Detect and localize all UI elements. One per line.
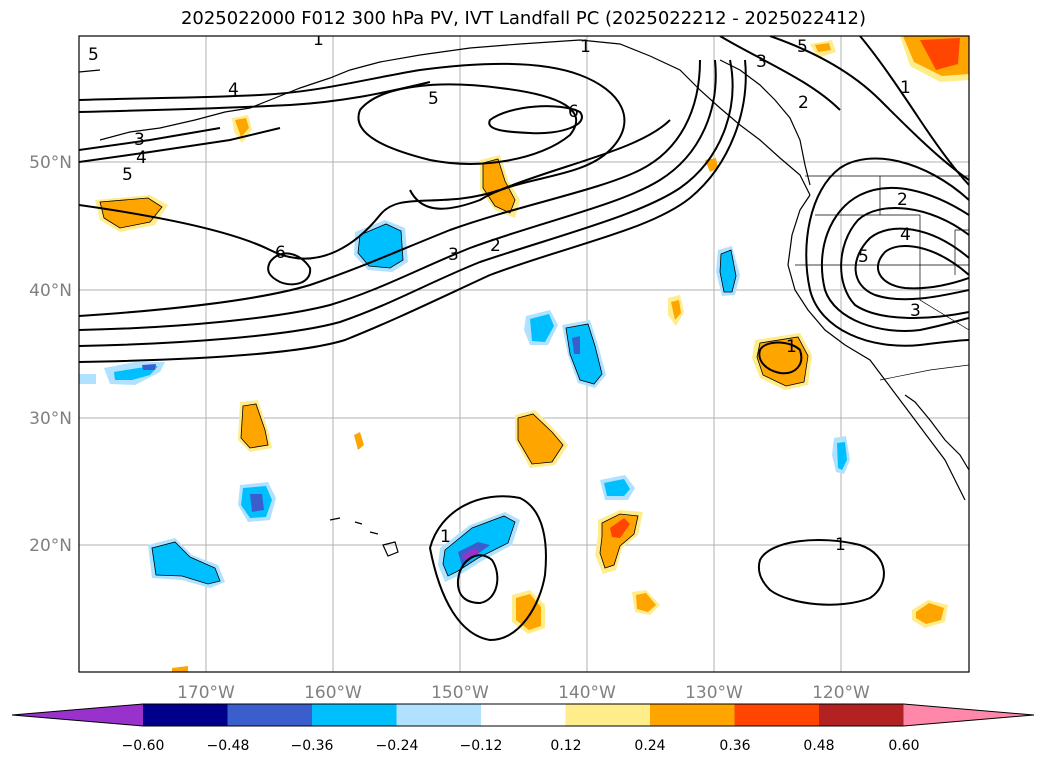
contour-label: 5 (797, 37, 808, 57)
blob-outlines (99, 158, 809, 585)
colorbar-tick-label: 0.36 (719, 738, 750, 754)
coastlines (79, 39, 969, 557)
contour-label: 2 (490, 236, 501, 256)
contour-label: 3 (134, 130, 145, 150)
colorbar-tick-label: −0.60 (122, 738, 165, 754)
negative-anomaly-fills (79, 220, 850, 588)
lon-tick-label: 170°W (177, 683, 235, 703)
colorbar-tick-label: −0.48 (207, 738, 250, 754)
contour-label: 4 (900, 225, 911, 245)
colorbar-tick-label: −0.12 (460, 738, 503, 754)
contour-label: 1 (900, 78, 911, 98)
colorbar (11, 703, 1035, 727)
colorbar-tick-label: 0.60 (888, 738, 919, 754)
colorbar-segment (650, 704, 735, 726)
contour-label: 3 (910, 301, 921, 321)
colorbar-tick-label: 0.48 (803, 738, 834, 754)
lon-tick-label: 130°W (685, 683, 743, 703)
colorbar-segment (227, 704, 313, 726)
contour-label: 3 (756, 52, 767, 72)
colorbar-segment (819, 704, 904, 726)
contour-label: 6 (275, 243, 286, 263)
colorbar-segment (312, 704, 397, 726)
contour-label: 5 (858, 247, 869, 267)
colorbar-outline (11, 703, 1035, 727)
lat-tick-label: 50°N (29, 153, 72, 173)
lat-tick-labels: 50°N 40°N 30°N 20°N (29, 153, 72, 556)
contour-labels: 5 1 1 4 3 4 5 5 6 6 3 2 5 3 2 1 2 4 5 3 … (88, 30, 921, 555)
colorbar-tick-label: −0.24 (376, 738, 419, 754)
map-background (79, 36, 969, 672)
contour-label: 2 (798, 93, 809, 113)
colorbar-tick-labels: −0.60 −0.48 −0.36 −0.24 −0.12 0.12 0.24 … (122, 738, 920, 754)
colorbar-tick-label: 0.24 (634, 738, 665, 754)
contour-label: 5 (88, 45, 99, 65)
contour-label: 4 (136, 148, 147, 168)
contour-label: 5 (122, 165, 133, 185)
colorbar-tick-label: 0.12 (550, 738, 581, 754)
contour-label: 1 (313, 30, 324, 50)
lon-tick-label: 140°W (558, 683, 616, 703)
lat-tick-label: 20°N (29, 536, 72, 556)
map-frame (78, 35, 970, 673)
contour-label: 1 (580, 37, 591, 57)
contour-label: 5 (428, 89, 439, 109)
colorbar-tick-label: −0.36 (291, 738, 334, 754)
lat-tick-label: 40°N (29, 281, 72, 301)
contour-label: 3 (448, 245, 459, 265)
lon-tick-label: 150°W (431, 683, 489, 703)
lon-tick-labels: 170°W 160°W 150°W 140°W 130°W 120°W (177, 683, 870, 703)
lon-tick-label: 160°W (304, 683, 362, 703)
contour-label: 4 (228, 80, 239, 100)
contour-label: 2 (897, 190, 908, 210)
contour-label: 1 (835, 535, 846, 555)
colorbar-extend-low (12, 704, 143, 726)
colorbar-extend-high (903, 704, 1034, 726)
lon-tick-label: 120°W (812, 683, 870, 703)
colorbar-segment (734, 704, 820, 726)
colorbar-segment (565, 704, 651, 726)
pv-contours (79, 36, 969, 642)
map-title: 2025022000 F012 300 hPa PV, IVT Landfall… (180, 8, 867, 29)
lat-tick-label: 30°N (29, 409, 72, 429)
contour-label: 1 (786, 337, 797, 357)
colorbar-segment (396, 704, 482, 726)
colorbar-segment (481, 704, 566, 726)
contour-label: 6 (568, 102, 579, 122)
contour-label: 1 (440, 527, 451, 547)
colorbar-segment (143, 704, 228, 726)
